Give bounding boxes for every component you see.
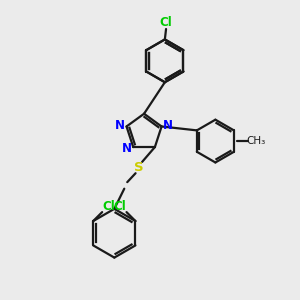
Text: Cl: Cl bbox=[102, 200, 115, 213]
Text: N: N bbox=[163, 119, 172, 132]
Text: CH₃: CH₃ bbox=[247, 136, 266, 146]
Text: N: N bbox=[122, 142, 132, 155]
Text: Cl: Cl bbox=[114, 200, 126, 213]
Text: S: S bbox=[134, 161, 143, 174]
Text: Cl: Cl bbox=[160, 16, 172, 29]
Text: N: N bbox=[115, 119, 125, 132]
